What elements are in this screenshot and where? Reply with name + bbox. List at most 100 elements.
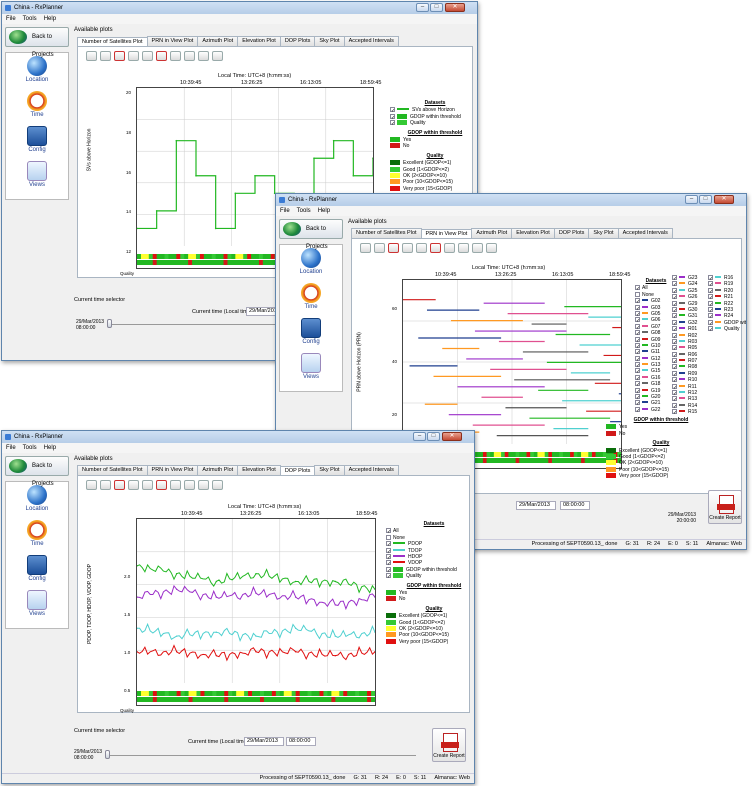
hsplit-icon[interactable] — [198, 51, 209, 61]
prn-legend-row[interactable]: ✓ G29 — [672, 300, 712, 308]
tab-num-sats[interactable]: Number of Satellites Plot — [351, 228, 422, 238]
title-bar[interactable]: China - RxPlanner – □ ✕ — [276, 194, 746, 206]
checkbox-icon[interactable]: ✓ — [672, 358, 678, 366]
legend-row[interactable]: ✓ Quality — [390, 120, 477, 127]
prn-legend-row[interactable]: ✓ G07 — [635, 323, 677, 331]
checkbox-icon[interactable]: ✓ — [635, 362, 641, 370]
checkbox-icon[interactable]: ✓ — [708, 275, 714, 282]
time-slider-track[interactable] — [108, 324, 308, 325]
legend-row[interactable]: ✓ VDOP — [386, 560, 474, 567]
time-slider-track[interactable] — [106, 755, 416, 756]
prn-legend-row[interactable]: ✓ R19 — [708, 281, 746, 288]
prn-legend-row[interactable]: ✓ G22 — [635, 406, 677, 414]
checkbox-icon[interactable]: ✓ — [635, 381, 641, 389]
prn-legend-row[interactable]: None — [635, 291, 677, 298]
checkbox-icon[interactable]: ✓ — [390, 113, 396, 121]
maximize-button[interactable]: □ — [699, 195, 712, 204]
menu-tools[interactable]: Tools — [22, 445, 37, 451]
prn-legend-row[interactable]: ✓ R23 — [708, 306, 746, 314]
checkbox-icon[interactable]: ✓ — [672, 319, 678, 327]
prn-legend-row[interactable]: ✓ R24 — [708, 313, 746, 321]
tab-elevation[interactable]: Elevation Plot — [237, 36, 281, 46]
current-clock-field[interactable]: 08:00:00 — [560, 501, 590, 510]
checkbox-icon[interactable]: ✓ — [672, 370, 678, 378]
menu-tools[interactable]: Tools — [296, 208, 311, 214]
nav-location[interactable]: Location — [6, 482, 68, 517]
prn-legend-row[interactable]: ✓ G24 — [672, 281, 712, 288]
print-icon[interactable] — [486, 243, 497, 253]
prn-legend-row[interactable]: ✓ R15 — [672, 409, 712, 417]
checkbox-icon[interactable]: ✓ — [672, 409, 678, 417]
checkbox-icon[interactable]: ✓ — [635, 330, 641, 338]
checkbox-icon[interactable]: ✓ — [635, 323, 641, 331]
pan-icon[interactable] — [86, 51, 97, 61]
nav-location[interactable]: Location — [6, 53, 68, 88]
tab-num-sats[interactable]: Number of Satellites Plot — [77, 465, 148, 475]
prn-legend-row[interactable]: ✓ R02 — [672, 332, 712, 340]
tab-azimuth[interactable]: Azimuth Plot — [197, 36, 239, 46]
prn-legend-row[interactable]: ✓ R08 — [672, 364, 712, 371]
legend-row[interactable]: ✓ HDOP — [386, 553, 474, 561]
prn-legend-row[interactable]: ✓ G20 — [635, 394, 677, 401]
current-date-field[interactable]: 29/Mar/2013 — [244, 737, 284, 746]
legend-row[interactable]: ✓ Quality — [386, 573, 474, 581]
prn-legend-row[interactable]: ✓ R01 — [672, 326, 712, 334]
prn-legend-row[interactable]: ✓ R07 — [672, 358, 712, 366]
tab-accepted[interactable]: Accepted Intervals — [617, 228, 673, 238]
checkbox-icon[interactable]: ✓ — [708, 294, 714, 302]
checkbox-icon[interactable]: ✓ — [386, 573, 392, 581]
zoom-box-icon[interactable] — [100, 51, 111, 61]
nav-time[interactable]: Time — [6, 517, 68, 552]
checkbox-icon[interactable]: ✓ — [672, 300, 678, 308]
time-slider-handle[interactable] — [105, 750, 110, 759]
checkbox-icon[interactable] — [635, 291, 640, 297]
tab-dop[interactable]: DOP Plots — [279, 36, 316, 46]
checkbox-icon[interactable]: ✓ — [635, 349, 641, 357]
checkbox-icon[interactable]: ✓ — [672, 396, 678, 404]
checkbox-icon[interactable]: ✓ — [708, 306, 714, 314]
checkbox-icon[interactable]: ✓ — [672, 383, 678, 391]
fit-icon[interactable] — [156, 480, 167, 490]
vsplit-icon[interactable] — [458, 243, 469, 253]
prn-legend-row[interactable]: ✓ GDOP within threshold — [708, 319, 746, 327]
fit-icon[interactable] — [156, 51, 167, 61]
magnifier-icon[interactable] — [128, 480, 139, 490]
checkbox-icon[interactable]: ✓ — [672, 351, 678, 359]
tab-elevation[interactable]: Elevation Plot — [511, 228, 555, 238]
checkbox-icon[interactable]: ✓ — [672, 377, 678, 385]
checkbox-icon[interactable]: ✓ — [635, 304, 641, 312]
prn-legend-row[interactable]: ✓ G12 — [635, 355, 677, 363]
title-bar[interactable]: China - RxPlanner – □ ✕ — [2, 431, 474, 443]
close-button[interactable]: ✕ — [442, 432, 462, 441]
prn-legend-row[interactable]: ✓ G13 — [635, 362, 677, 370]
create-report-button[interactable]: Create Report — [708, 490, 742, 524]
checkbox-icon[interactable]: ✓ — [708, 313, 714, 321]
tab-prn[interactable]: PRN in View Plot — [146, 36, 199, 46]
prn-legend-row[interactable]: ✓ R21 — [708, 294, 746, 302]
tab-prn[interactable]: PRN in View Plot — [420, 229, 473, 239]
checkbox-icon[interactable]: ✓ — [672, 313, 678, 321]
prn-legend-row[interactable]: ✓ G26 — [672, 294, 712, 301]
time-slider-handle[interactable] — [107, 319, 112, 328]
grid-icon[interactable] — [142, 51, 153, 61]
checkbox-icon[interactable]: ✓ — [672, 326, 678, 334]
menu-file[interactable]: File — [280, 208, 290, 214]
window-dop[interactable]: China - RxPlanner – □ ✕ File Tools Help Back… — [1, 430, 475, 784]
checkbox-icon[interactable]: ✓ — [635, 368, 641, 376]
checkbox-icon[interactable]: ✓ — [386, 566, 392, 574]
close-button[interactable]: ✕ — [714, 195, 734, 204]
back-to-projects-button[interactable]: Back to Projects — [5, 456, 69, 487]
nav-time[interactable]: Time — [6, 88, 68, 123]
current-clock-field[interactable]: 08:00:00 — [286, 737, 316, 746]
checkbox-icon[interactable]: ✓ — [386, 541, 392, 549]
fit-icon[interactable] — [430, 243, 441, 253]
checkbox-icon[interactable]: ✓ — [635, 400, 641, 408]
nav-time[interactable]: Time — [280, 280, 342, 315]
checkbox-icon[interactable]: ✓ — [635, 310, 641, 318]
pan-icon[interactable] — [86, 480, 97, 490]
prn-legend-row[interactable]: ✓ R13 — [672, 396, 712, 404]
nav-config[interactable]: Config — [6, 123, 68, 158]
checkbox-icon[interactable]: ✓ — [635, 336, 641, 344]
prn-legend-row[interactable]: ✓ R20 — [708, 287, 746, 295]
menu-file[interactable]: File — [6, 16, 16, 22]
